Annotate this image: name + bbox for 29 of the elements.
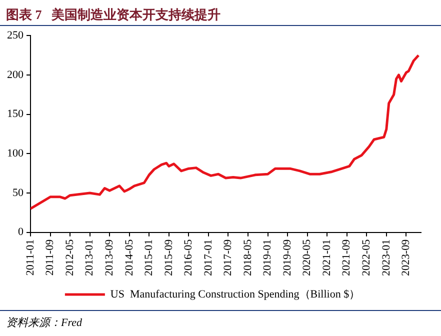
x-tick-label: 2016-05 bbox=[182, 238, 195, 276]
x-tick-label: 2021-01 bbox=[320, 239, 333, 276]
chart-title: 图表 7 美国制造业资本开支持续提升 bbox=[0, 0, 441, 26]
x-tick-label: 2013-01 bbox=[84, 239, 96, 276]
text: 资料来源：Fred bbox=[0, 310, 441, 330]
y-tick-label: 100 bbox=[7, 148, 24, 160]
legend-label: US Manufacturing Construction Spending（Billion $） bbox=[110, 288, 360, 300]
x-tick-label: 2015-01 bbox=[143, 239, 156, 276]
x-tick-label: 2019-01 bbox=[262, 239, 274, 276]
y-tick-label: 200 bbox=[7, 68, 24, 81]
x-tick-label: 2018-05 bbox=[242, 238, 254, 276]
y-tick-label: 150 bbox=[7, 108, 24, 120]
x-tick-label: 2019-09 bbox=[281, 238, 294, 276]
x-tick-label: 2017-09 bbox=[222, 238, 234, 276]
x-tick-label: 2013-09 bbox=[103, 238, 116, 276]
y-tick-label: 250 bbox=[7, 29, 24, 42]
x-tick-label: 2011-09 bbox=[44, 238, 56, 276]
x-tick-label: 2021-09 bbox=[340, 238, 353, 276]
x-tick-label: 2023-01 bbox=[380, 239, 392, 276]
x-tick-label: 2020-05 bbox=[301, 238, 314, 276]
x-tick-label: 2022-05 bbox=[360, 238, 373, 276]
x-tick-label: 2014-05 bbox=[123, 238, 136, 276]
x-tick-label: 2015-09 bbox=[162, 238, 175, 276]
y-tick-label: 0 bbox=[18, 226, 24, 238]
x-tick-label: 2011-01 bbox=[24, 239, 36, 276]
x-tick-label: 2023-09 bbox=[400, 238, 412, 276]
x-tick-label: 2012-05 bbox=[64, 238, 76, 276]
x-tick-label: 2017-01 bbox=[202, 239, 214, 276]
y-tick-label: 50 bbox=[12, 186, 24, 199]
